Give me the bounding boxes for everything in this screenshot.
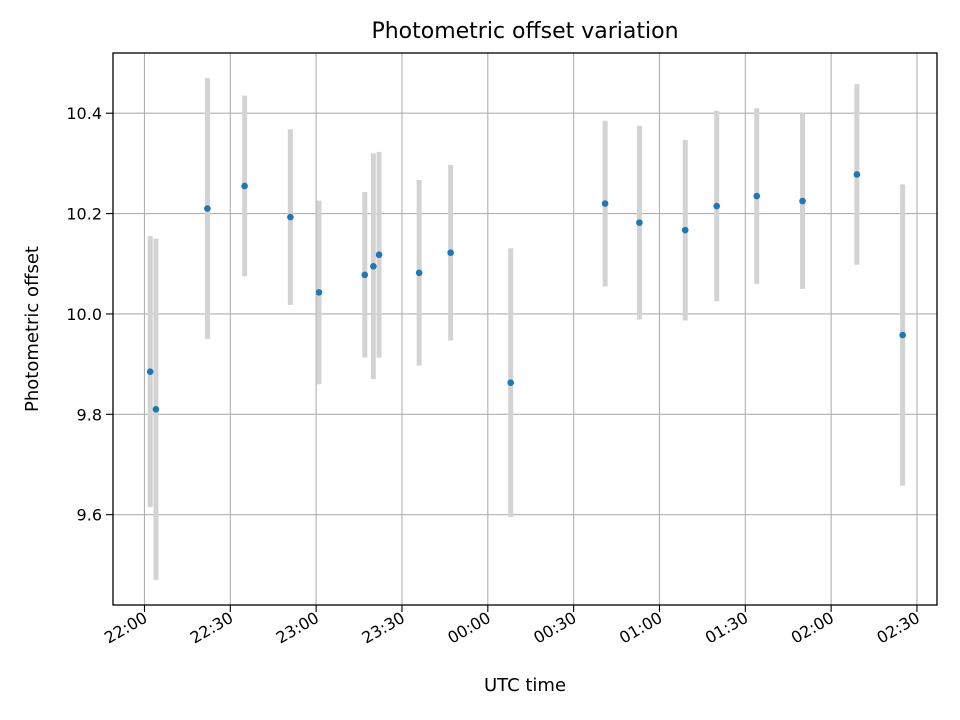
data-point: [507, 379, 514, 386]
data-point: [681, 226, 689, 234]
y-axis-label: Photometric offset: [22, 246, 43, 412]
x-tick-label: 00:30: [530, 608, 579, 648]
x-tick-label: 23:00: [273, 608, 322, 648]
y-axis-ticks: 9.6 9.8 10.0 10.2 10.4: [66, 104, 113, 525]
y-tick-label: 10.2: [66, 205, 102, 224]
data-point: [241, 182, 248, 190]
y-tick-label: 9.8: [77, 405, 102, 424]
chart-title: Photometric offset variation: [371, 19, 678, 44]
data-point: [753, 192, 761, 200]
data-point: [636, 219, 643, 226]
plot-frame: [112, 52, 938, 606]
data-point: [361, 271, 369, 279]
data-point: [204, 205, 211, 212]
y-tick-label: 10.0: [66, 305, 102, 324]
data-point: [447, 249, 454, 257]
x-tick-label: 02:00: [788, 608, 837, 648]
data-point: [713, 202, 720, 210]
data-point: [899, 331, 906, 339]
x-tick-label: 22:30: [187, 608, 236, 648]
x-axis-ticks: 22:00 22:30 23:00 23:30 00:00 00:30 01:00 01:30…: [101, 605, 923, 648]
x-tick-label: 23:30: [359, 608, 408, 648]
error-bars: [147, 78, 906, 580]
data-point: [601, 200, 609, 207]
grid-lines: [113, 53, 937, 605]
x-axis-label: UTC time: [484, 675, 566, 696]
data-point: [375, 251, 383, 259]
data-point: [152, 405, 160, 413]
data-point: [370, 262, 377, 270]
y-tick-label: 10.4: [66, 104, 102, 123]
x-tick-label: 01:00: [616, 608, 665, 648]
data-points: [146, 171, 906, 413]
x-tick-label: 22:00: [101, 608, 150, 648]
x-tick-label: 00:00: [444, 608, 493, 648]
data-point: [287, 213, 294, 221]
x-tick-label: 01:30: [702, 608, 751, 648]
data-point: [315, 289, 323, 296]
data-point: [853, 171, 861, 178]
data-point: [415, 269, 423, 277]
data-point: [799, 197, 806, 205]
data-point: [146, 368, 154, 375]
x-tick-label: 02:30: [874, 608, 923, 648]
y-tick-label: 9.6: [77, 506, 102, 525]
